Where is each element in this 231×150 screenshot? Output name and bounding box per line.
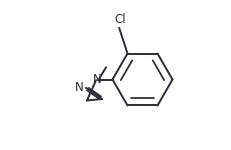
- Text: N: N: [92, 73, 101, 86]
- Text: Cl: Cl: [114, 13, 126, 26]
- Text: N: N: [75, 81, 84, 94]
